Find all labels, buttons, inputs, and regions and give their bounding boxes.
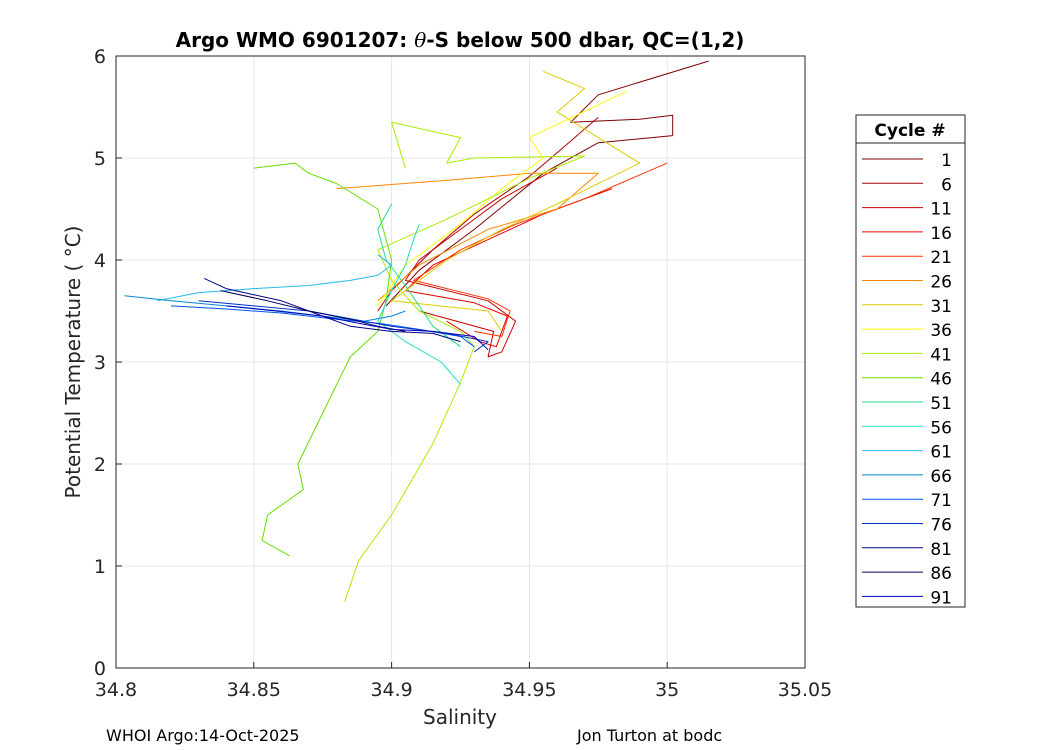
x-tick-label: 34.9 xyxy=(370,679,412,701)
series-line-cycle-31 xyxy=(391,70,641,332)
legend: Cycle # 16111621263136414651566166717681… xyxy=(855,114,966,608)
series-line-cycle-61 xyxy=(157,254,393,302)
series-line-cycle-91 xyxy=(226,305,489,351)
legend-label-cycle-16: 16 xyxy=(930,224,952,244)
y-tick-label: 2 xyxy=(94,454,106,476)
legend-label-cycle-61: 61 xyxy=(930,443,952,463)
legend-title: Cycle # xyxy=(874,121,945,141)
axis-ticks: 34.8 34.85 34.9 34.95 35 35.05 0 1 2 3 4 5 6 xyxy=(94,46,832,701)
legend-label-cycle-21: 21 xyxy=(930,248,952,268)
legend-label-cycle-81: 81 xyxy=(930,540,952,560)
x-tick-label: 35.05 xyxy=(778,679,832,701)
legend-label-cycle-66: 66 xyxy=(930,467,952,487)
footer-author: Jon Turton at bodc xyxy=(577,726,723,745)
legend-label-cycle-71: 71 xyxy=(930,491,952,511)
legend-label-cycle-86: 86 xyxy=(930,564,952,584)
footer-credit-date: WHOI Argo:14-Oct-2025 xyxy=(106,726,300,745)
series-line-cycle-86 xyxy=(220,290,406,332)
legend-label-cycle-46: 46 xyxy=(930,370,952,390)
x-axis-label: Salinity xyxy=(423,705,497,729)
legend-label-cycle-51: 51 xyxy=(930,394,952,414)
legend-label-cycle-41: 41 xyxy=(930,345,952,365)
x-tick-label: 35 xyxy=(655,679,679,701)
series-line-cycle-16 xyxy=(404,188,613,348)
y-tick-label: 5 xyxy=(94,148,106,170)
legend-label-cycle-31: 31 xyxy=(930,297,952,317)
series-line-cycle-81 xyxy=(203,277,461,343)
legend-label-cycle-56: 56 xyxy=(930,418,952,438)
series-line-cycle-56 xyxy=(377,224,461,385)
y-tick-label: 3 xyxy=(94,352,106,374)
x-tick-label: 34.8 xyxy=(95,679,137,701)
series-line-cycle-76 xyxy=(198,300,489,353)
series-line-cycle-11 xyxy=(404,167,558,358)
legend-label-cycle-91: 91 xyxy=(930,588,952,608)
series-line-cycle-51 xyxy=(377,203,461,348)
grid xyxy=(115,55,806,669)
legend-label-cycle-36: 36 xyxy=(930,321,952,341)
legend-label-cycle-76: 76 xyxy=(930,516,952,536)
y-tick-label: 1 xyxy=(94,556,106,578)
legend-label-cycle-26: 26 xyxy=(930,273,952,293)
series-line-cycle-21 xyxy=(413,162,668,337)
x-tick-label: 34.95 xyxy=(502,679,556,701)
chart-title: Argo WMO 6901207: θ-S below 500 dbar, QC… xyxy=(176,28,745,52)
legend-label-cycle-1: 1 xyxy=(941,151,952,171)
series-line-cycle-26 xyxy=(336,172,599,302)
y-tick-label: 4 xyxy=(94,250,106,272)
y-axis-label: Potential Temperature ( °C) xyxy=(61,226,85,499)
y-tick-label: 6 xyxy=(94,46,106,68)
series-line-cycle-41 xyxy=(344,121,585,602)
legend-label-cycle-6: 6 xyxy=(941,175,952,195)
series-line-cycle-46 xyxy=(253,162,393,557)
legend-label-cycle-11: 11 xyxy=(930,200,952,220)
series-lines xyxy=(124,60,709,602)
x-tick-label: 34.85 xyxy=(227,679,281,701)
y-tick-label: 0 xyxy=(94,658,106,680)
